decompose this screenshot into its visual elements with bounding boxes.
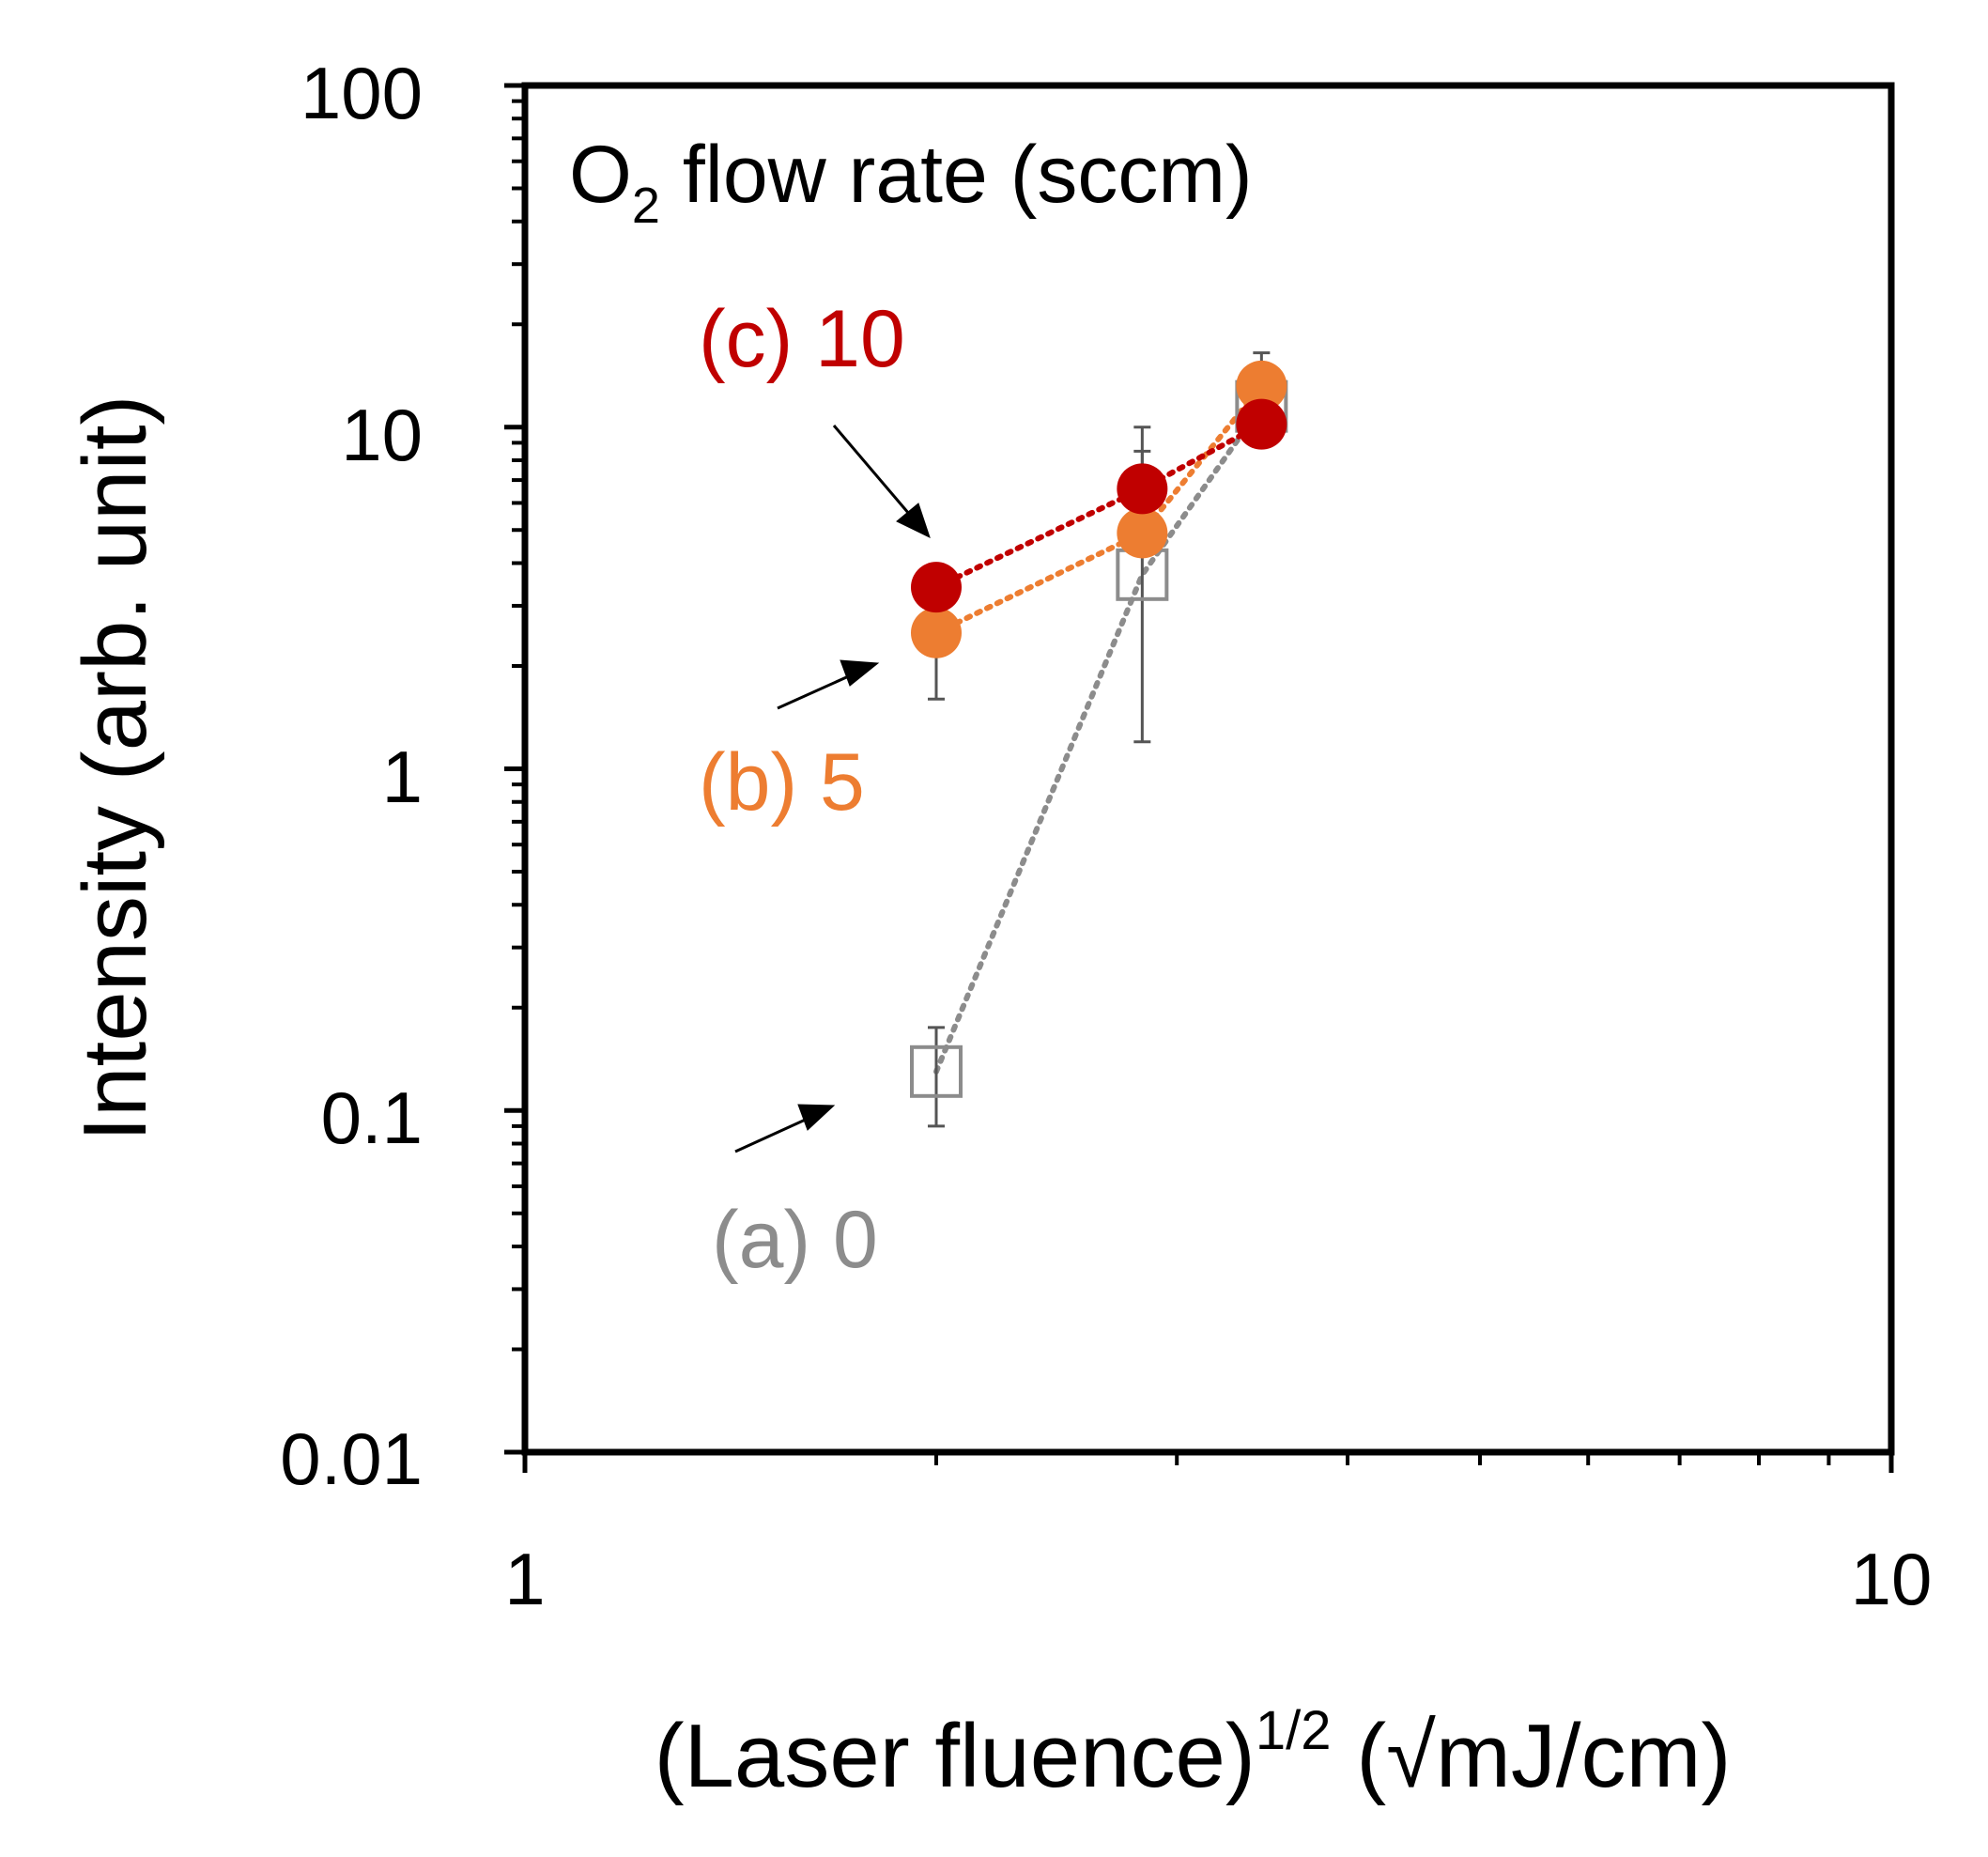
arrow-c — [832, 425, 911, 515]
series-b-5-point — [1117, 507, 1168, 559]
tick-layer — [504, 83, 1894, 1473]
series-a-0-point — [909, 1045, 963, 1098]
arrow-c-head — [896, 503, 931, 538]
y-axis-label: Intensity (arb. unit) — [65, 395, 165, 1142]
y-tick-label: 100 — [301, 52, 423, 134]
x-axis-label-units: (√mJ/cm) — [1332, 1706, 1732, 1806]
series-label-a: (a) 0 — [712, 1195, 878, 1285]
x-axis-label-main: (Laser fluence) — [655, 1706, 1256, 1806]
series-label-b: (b) 5 — [699, 737, 865, 828]
data-layer — [909, 351, 1288, 1128]
arrow-b-head — [840, 659, 880, 687]
y-tick-label: 10 — [341, 394, 423, 476]
x-tick-label: 10 — [1851, 1538, 1933, 1620]
series-c-10-point — [1236, 398, 1287, 450]
annotation-subscript: 2 — [632, 178, 660, 234]
arrow-a-head — [797, 1104, 836, 1131]
y-tick-label: 0.01 — [280, 1417, 423, 1500]
annotation-prefix: O — [569, 130, 632, 220]
series-c-10-line — [932, 421, 1265, 591]
plot-annotation: O2 flow rate (sccm) — [569, 130, 1253, 234]
label-arrows — [734, 425, 931, 1153]
series-b-5-point — [910, 607, 962, 658]
series-a-0-line — [932, 403, 1265, 1075]
x-axis-label: (Laser fluence)1/2 (√mJ/cm) — [655, 1700, 1732, 1806]
series-c-10-point — [1117, 463, 1168, 515]
y-tick-label: 0.1 — [321, 1076, 423, 1159]
series-c-10-point — [910, 562, 962, 613]
annotation-suffix: flow rate (sccm) — [660, 130, 1253, 220]
y-tick-label: 1 — [382, 735, 423, 818]
x-tick-label: 1 — [504, 1538, 545, 1620]
series-b-5-point — [1236, 360, 1287, 411]
arrow-b — [777, 673, 854, 710]
series-label-c: (c) 10 — [699, 294, 905, 384]
x-axis-label-superscript: 1/2 — [1256, 1700, 1332, 1761]
arrow-a — [734, 1116, 810, 1153]
